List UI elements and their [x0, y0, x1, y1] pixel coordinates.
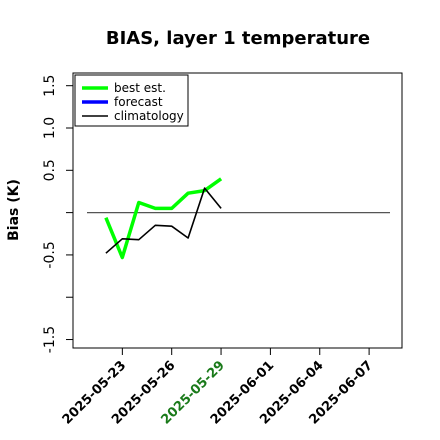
- series-line-best-est: [104, 177, 223, 260]
- legend-entry: climatology: [114, 109, 184, 123]
- y-tick-label: -1.5: [42, 326, 58, 353]
- plot-area: [72, 72, 403, 349]
- y-tick-label: 1.5: [42, 75, 58, 97]
- series-group: [104, 177, 223, 260]
- y-axis-label: Bias (K): [6, 179, 22, 241]
- chart-title: BIAS, layer 1 temperature: [106, 28, 370, 49]
- y-axis: -1.5 -0.5 0.5 1.0 1.5: [42, 75, 73, 353]
- y-tick-label: 0.5: [42, 159, 58, 181]
- legend-entry: forecast: [114, 95, 163, 109]
- series-line-climatology: [105, 187, 222, 254]
- y-tick-label: 1.0: [42, 117, 58, 139]
- y-tick-label: -0.5: [42, 241, 58, 268]
- x-axis: 2025-05-232025-05-262025-05-292025-06-01…: [60, 348, 376, 428]
- legend-entry: best est.: [114, 81, 166, 95]
